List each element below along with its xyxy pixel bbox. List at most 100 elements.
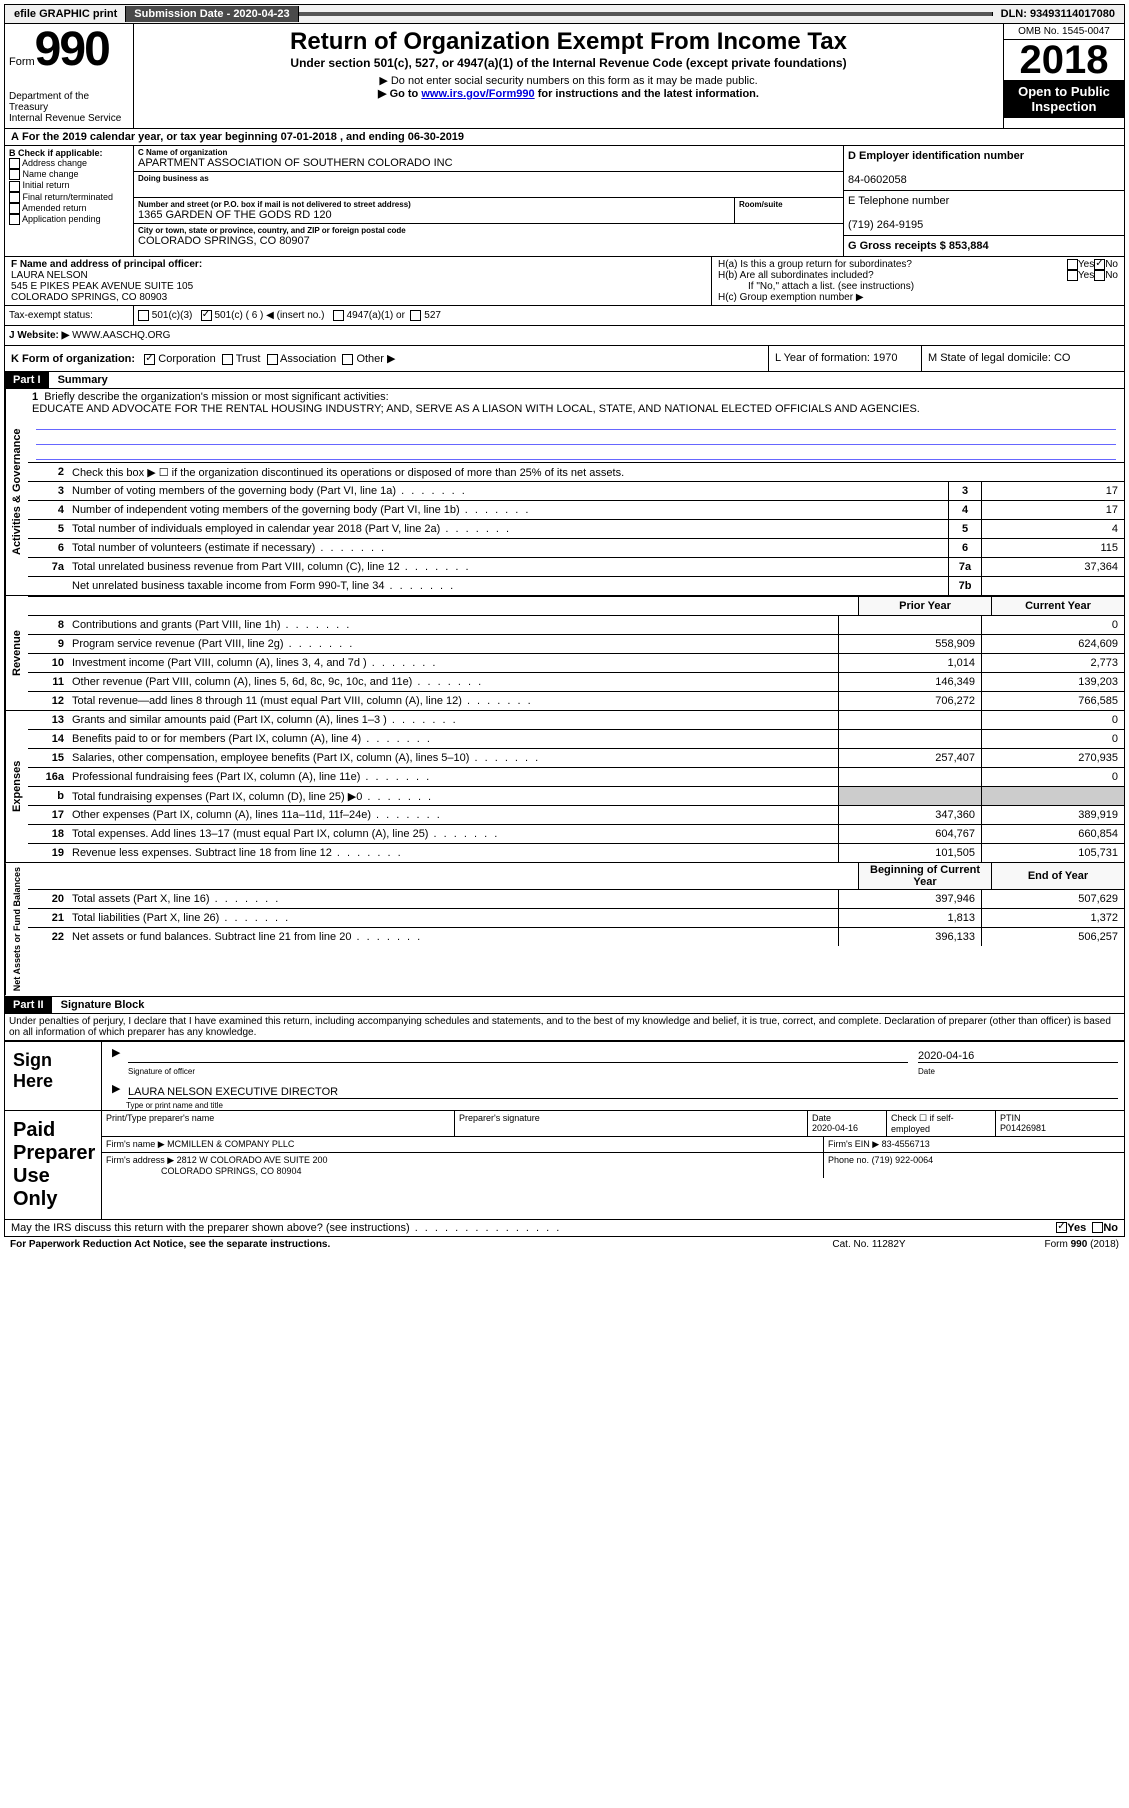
checkbox-name-change[interactable] <box>9 169 20 180</box>
officer-name: LAURA NELSON <box>11 270 88 281</box>
officer-label: F Name and address of principal officer: <box>11 259 202 270</box>
l-other: Other ▶ <box>356 353 395 365</box>
officer-addr2: COLORADO SPRINGS, CO 80903 <box>11 292 167 303</box>
form990-link[interactable]: www.irs.gov/Form990 <box>421 88 534 100</box>
cb-trust[interactable] <box>222 354 233 365</box>
website-value: WWW.AASCHQ.ORG <box>72 330 170 341</box>
opt-name-change: Name change <box>23 169 79 179</box>
revenue-section: Revenue Prior Year Current Year 8Contrib… <box>4 596 1125 711</box>
dba-label: Doing business as <box>138 174 839 183</box>
part2-bar: Part II Signature Block <box>4 997 1125 1014</box>
discuss-no-l: No <box>1103 1222 1118 1234</box>
opt-amended: Amended return <box>22 203 87 213</box>
firm-phone: (719) 922-0064 <box>872 1155 934 1165</box>
form-title: Return of Organization Exempt From Incom… <box>138 28 999 56</box>
hdr-end: End of Year <box>991 863 1124 889</box>
cb-assoc[interactable] <box>267 354 278 365</box>
checkbox-pending[interactable] <box>9 214 20 225</box>
section-klm: K Form of organization: Corporation Trus… <box>4 346 1125 372</box>
netassets-section: Net Assets or Fund Balances Beginning of… <box>4 863 1125 996</box>
cb-501c3[interactable] <box>138 310 149 321</box>
na-line: 22Net assets or fund balances. Subtract … <box>28 928 1124 946</box>
opt-pending: Application pending <box>22 214 101 224</box>
submission-date: Submission Date - 2020-04-23 <box>126 6 298 22</box>
exp-line: 15Salaries, other compensation, employee… <box>28 749 1124 768</box>
officer-type-label: Type or print name and title <box>126 1101 1124 1110</box>
section-i: Tax-exempt status: 501(c)(3) 501(c) ( 6 … <box>4 306 1125 326</box>
sig-officer-label: Signature of officer <box>128 1067 908 1076</box>
org-name: APARTMENT ASSOCIATION OF SOUTHERN COLORA… <box>138 157 839 169</box>
expenses-section: Expenses 13Grants and similar amounts pa… <box>4 711 1125 863</box>
hc-label: H(c) Group exemption number ▶ <box>718 292 1118 303</box>
opt-addr-change: Address change <box>22 158 87 168</box>
exp-line: 13Grants and similar amounts paid (Part … <box>28 711 1124 730</box>
firm-ein: 83-4556713 <box>882 1139 930 1149</box>
l-assoc: Association <box>280 353 336 365</box>
ag-line: 4Number of independent voting members of… <box>28 501 1124 520</box>
footer: For Paperwork Reduction Act Notice, see … <box>4 1237 1125 1252</box>
line-a-text: For the 2019 calendar year, or tax year … <box>22 131 464 143</box>
q2-text: Check this box ▶ ☐ if the organization d… <box>70 465 1124 480</box>
firm-ein-l: Firm's EIN ▶ <box>828 1139 879 1149</box>
ag-line: Net unrelated business taxable income fr… <box>28 577 1124 595</box>
part1-hdr: Part I <box>5 372 49 388</box>
phone-value: (719) 264-9195 <box>848 219 923 231</box>
cb-corp[interactable] <box>144 354 155 365</box>
cb-4947[interactable] <box>333 310 344 321</box>
ag-line: 5Total number of individuals employed in… <box>28 520 1124 539</box>
checkbox-initial[interactable] <box>9 181 20 192</box>
state-domicile: M State of legal domicile: CO <box>921 346 1124 371</box>
opt-initial: Initial return <box>23 180 70 190</box>
city-state-zip: COLORADO SPRINGS, CO 80907 <box>138 235 839 247</box>
paid-preparer-label: Paid Preparer Use Only <box>5 1111 102 1219</box>
discuss-yes-cb[interactable] <box>1056 1222 1067 1233</box>
irs-discuss-text: May the IRS discuss this return with the… <box>11 1222 410 1234</box>
part1-bar: Part I Summary <box>4 372 1125 389</box>
section-j: J Website: ▶ WWW.AASCHQ.ORG <box>4 326 1125 346</box>
year-formation: L Year of formation: 1970 <box>768 346 921 371</box>
ha-yes-l: Yes <box>1078 259 1094 270</box>
hb-no[interactable] <box>1094 270 1105 281</box>
l-trust: Trust <box>236 353 261 365</box>
rev-line: 8Contributions and grants (Part VIII, li… <box>28 616 1124 635</box>
firm-phone-l: Phone no. <box>828 1155 869 1165</box>
prep-date-l: Date <box>812 1113 831 1123</box>
section-deg: D Employer identification number 84-0602… <box>843 146 1124 256</box>
officer-name-title: LAURA NELSON EXECUTIVE DIRECTOR <box>128 1086 338 1098</box>
cb-other[interactable] <box>342 354 353 365</box>
efile-label: efile GRAPHIC print <box>6 6 126 22</box>
ha-label: H(a) Is this a group return for subordin… <box>718 259 1067 270</box>
l-4947: 4947(a)(1) or <box>347 310 405 321</box>
form-number: 990 <box>35 23 109 76</box>
prep-name-label: Print/Type preparer's name <box>106 1113 214 1123</box>
hdr-prior: Prior Year <box>858 597 991 615</box>
gross-receipts: G Gross receipts $ 853,884 <box>848 240 989 252</box>
ptin-label: PTIN <box>1000 1113 1021 1123</box>
cb-527[interactable] <box>410 310 421 321</box>
exp-line: 14Benefits paid to or for members (Part … <box>28 730 1124 749</box>
form-org-label: K Form of organization: <box>11 353 135 365</box>
q1-answer: EDUCATE AND ADVOCATE FOR THE RENTAL HOUS… <box>32 403 920 415</box>
irs-discuss-row: May the IRS discuss this return with the… <box>4 1220 1125 1237</box>
checkbox-addr-change[interactable] <box>9 158 20 169</box>
checkbox-amended[interactable] <box>9 203 20 214</box>
ha-yes[interactable] <box>1067 259 1078 270</box>
tax-year: 2018 <box>1004 40 1124 80</box>
checkbox-final[interactable] <box>9 192 20 203</box>
ha-no[interactable] <box>1094 259 1105 270</box>
sign-here-label: Sign Here <box>5 1042 102 1110</box>
ptin-value: P01426981 <box>1000 1123 1046 1133</box>
side-exp: Expenses <box>5 711 28 862</box>
hb-label: H(b) Are all subordinates included? <box>718 270 1067 281</box>
hb-yes[interactable] <box>1067 270 1078 281</box>
section-f: F Name and address of principal officer:… <box>5 257 712 305</box>
cb-501c[interactable] <box>201 310 212 321</box>
hb-yes-l: Yes <box>1078 270 1094 281</box>
city-label: City or town, state or province, country… <box>138 226 839 235</box>
rev-line: 10Investment income (Part VIII, column (… <box>28 654 1124 673</box>
irs-label: Internal Revenue Service <box>9 113 121 124</box>
l-corp: Corporation <box>158 353 215 365</box>
discuss-no-cb[interactable] <box>1092 1222 1103 1233</box>
hdr-curr: Current Year <box>991 597 1124 615</box>
opt-final: Final return/terminated <box>23 192 114 202</box>
